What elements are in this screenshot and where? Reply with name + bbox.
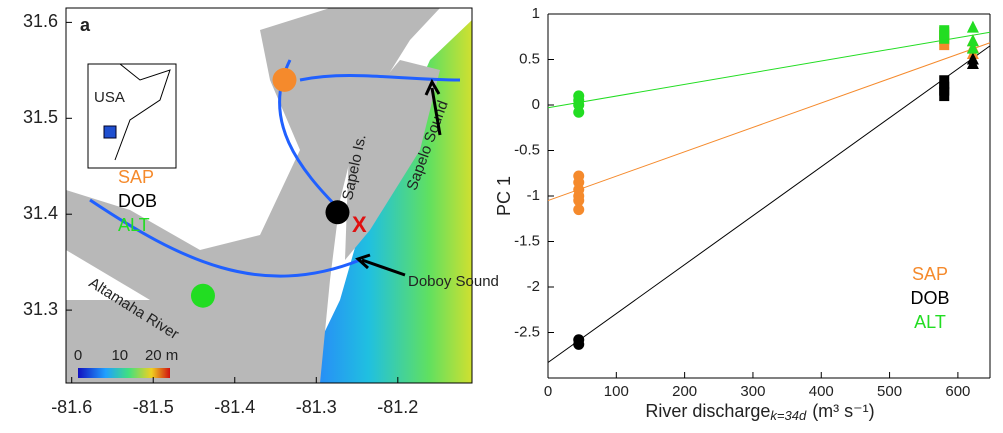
map-frame — [65, 7, 473, 384]
y-tick-label: -2.5 — [514, 323, 540, 340]
x-tick-label: 0 — [544, 383, 552, 400]
x-tick-label: -81.2 — [377, 397, 418, 417]
panel-label: a — [80, 15, 91, 35]
station — [272, 67, 297, 92]
x-tick-label: -81.6 — [51, 397, 92, 417]
station — [325, 200, 350, 225]
colorbar-tick-label: 10 — [111, 347, 128, 364]
station-label: ALT — [118, 215, 150, 235]
colorbar-tick-label: 0 — [74, 347, 82, 364]
inset-coast — [114, 63, 171, 161]
point — [573, 204, 585, 216]
x-tick-label: 100 — [604, 383, 629, 400]
arrow — [424, 78, 442, 136]
inset-map — [87, 63, 177, 169]
y-tick-label: -2 — [527, 278, 540, 295]
x-label-units: (m³ s⁻¹) — [812, 401, 874, 421]
colorbar — [78, 368, 170, 378]
fit-line — [547, 31, 991, 109]
x-tick-label: 200 — [672, 383, 697, 400]
x-tick-label: 400 — [809, 383, 834, 400]
x-tick-label: -81.4 — [214, 397, 255, 417]
legend-entry: DOB — [910, 288, 949, 308]
y-tick-label: 31.5 — [23, 107, 58, 127]
y-tick-label: -1.5 — [514, 232, 540, 249]
y-tick-label: 31.6 — [23, 11, 58, 31]
y-tick-label: 0 — [532, 96, 540, 113]
fit-line — [547, 42, 991, 202]
y-tick-label: -1 — [527, 187, 540, 204]
point — [573, 90, 585, 102]
point — [939, 75, 950, 90]
point — [966, 52, 979, 65]
x-tick-label: 600 — [945, 383, 970, 400]
x-label-text: River discharge — [645, 401, 770, 421]
point — [573, 338, 585, 350]
point — [573, 195, 585, 207]
annotation: Doboy Sound — [408, 273, 499, 290]
legend-entry: SAP — [912, 264, 948, 284]
map-background — [66, 8, 472, 383]
x-tick-label: 300 — [740, 383, 765, 400]
x-tick-label: -81.3 — [296, 397, 337, 417]
point — [966, 41, 979, 54]
station-label: DOB — [118, 191, 157, 211]
y-tick-label: 1 — [532, 5, 540, 22]
inset-label: USA — [94, 89, 125, 106]
y-axis-label: PC 1 — [494, 176, 514, 216]
x-axis-label: River dischargek=34d (m³ s⁻¹) — [645, 401, 874, 424]
station-label: SAP — [118, 167, 154, 187]
annotation: X — [352, 212, 367, 237]
y-tick-label: 0.5 — [519, 50, 540, 67]
point — [966, 20, 979, 33]
x-label-subscript: k=34d — [770, 408, 807, 423]
point — [939, 25, 950, 40]
y-tick-label: 31.3 — [23, 299, 58, 319]
y-tick-label: -0.5 — [514, 141, 540, 158]
x-tick-label: 500 — [877, 383, 902, 400]
x-tick-label: -81.5 — [133, 397, 174, 417]
fit-line — [547, 45, 991, 363]
y-tick-label: 31.4 — [23, 203, 58, 223]
legend-entry: ALT — [914, 312, 946, 332]
station — [190, 283, 215, 308]
arrow — [355, 253, 406, 277]
colorbar-tick-label: 20 m — [145, 347, 178, 364]
point — [966, 34, 979, 47]
inset-site — [103, 125, 117, 139]
